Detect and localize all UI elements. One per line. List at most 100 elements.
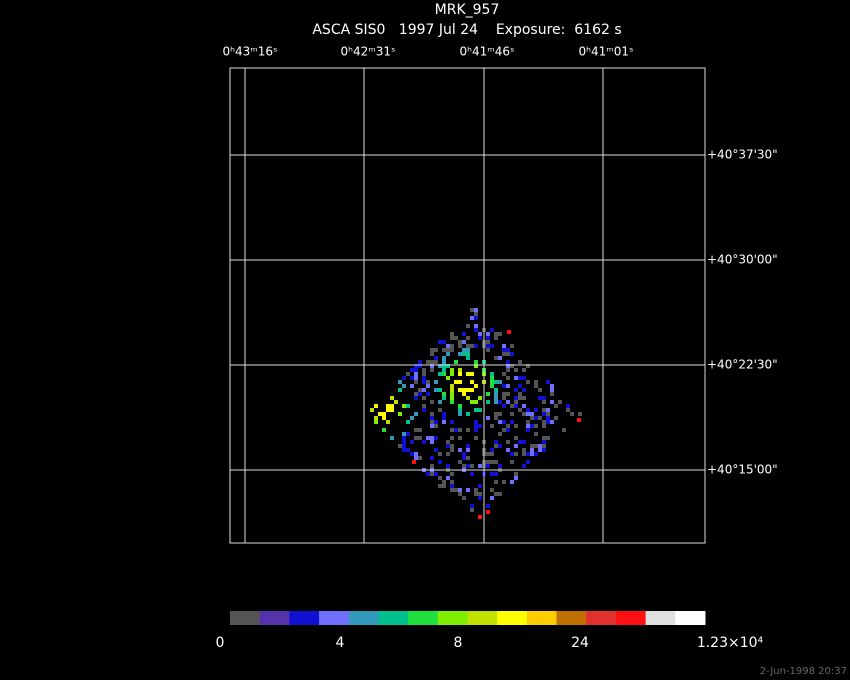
pixel: [522, 376, 526, 380]
pixel: [442, 340, 446, 344]
pixel: [426, 472, 430, 476]
pixel: [374, 416, 378, 420]
pixel: [498, 464, 502, 468]
pixel: [466, 464, 470, 468]
pixel: [542, 436, 546, 440]
pixel: [386, 408, 390, 412]
pixel: [486, 416, 490, 420]
pixel: [542, 424, 546, 428]
pixel: [534, 380, 538, 384]
pixel: [398, 388, 402, 392]
pixel: [382, 416, 386, 420]
pixel: [458, 488, 462, 492]
pixel: [398, 412, 402, 416]
pixel: [502, 420, 506, 424]
pixel: [442, 360, 446, 364]
pixel: [510, 364, 514, 368]
pixel: [474, 364, 478, 368]
pixel: [442, 420, 446, 424]
colorbar-swatch: [378, 611, 409, 625]
pixel: [374, 404, 378, 408]
pixel: [526, 412, 530, 416]
pixel: [458, 412, 462, 416]
pixel: [458, 448, 462, 452]
pixel: [390, 436, 394, 440]
pixel: [466, 352, 470, 356]
pixel: [378, 412, 382, 416]
pixel: [550, 420, 554, 424]
pixel: [454, 428, 458, 432]
pixel: [446, 464, 450, 468]
pixel: [434, 380, 438, 384]
pixel: [530, 416, 534, 420]
pixel: [486, 510, 490, 514]
pixel: [507, 330, 511, 334]
pixel: [458, 408, 462, 412]
pixel: [502, 384, 506, 388]
pixel: [434, 448, 438, 452]
pixel: [422, 404, 426, 408]
pixel: [410, 452, 414, 456]
pixel: [430, 472, 434, 476]
pixel: [474, 324, 478, 328]
pixel: [410, 440, 414, 444]
pixel: [546, 412, 550, 416]
colorbar-swatch: [615, 611, 647, 625]
pixel: [418, 364, 422, 368]
pixel: [478, 484, 482, 488]
pixel: [494, 392, 498, 396]
pixel: [518, 376, 522, 380]
pixel: [478, 492, 482, 496]
pixel: [510, 420, 514, 424]
ra-label: 0ʰ42ᵐ31ˢ: [341, 45, 396, 59]
pixel: [426, 360, 430, 364]
pixel: [542, 448, 546, 452]
pixel: [434, 388, 438, 392]
pixel: [426, 384, 430, 388]
pixel: [430, 364, 434, 368]
pixel: [418, 428, 422, 432]
pixel: [434, 424, 438, 428]
pixel: [450, 484, 454, 488]
pixel: [454, 380, 458, 384]
pixel: [414, 452, 418, 456]
pixel: [442, 484, 446, 488]
pixel: [446, 344, 450, 348]
pixel: [458, 492, 462, 496]
pixel: [490, 380, 494, 384]
pixel: [474, 492, 478, 496]
pixel: [514, 396, 518, 400]
grid: [230, 68, 705, 543]
pixel: [522, 448, 526, 452]
pixel: [510, 480, 514, 484]
pixel: [490, 460, 494, 464]
pixel: [434, 472, 438, 476]
pixel: [462, 452, 466, 456]
pixel: [458, 428, 462, 432]
pixel: [470, 508, 474, 512]
pixel: [414, 380, 418, 384]
pixel: [478, 464, 482, 468]
pixel: [450, 472, 454, 476]
pixel: [418, 392, 422, 396]
pixel: [546, 436, 550, 440]
pixel: [506, 392, 510, 396]
pixel: [462, 332, 466, 336]
pixel: [494, 356, 498, 360]
pixel: [414, 372, 418, 376]
pixel: [502, 348, 506, 352]
pixel: [538, 388, 542, 392]
dec-label: +40°30'00": [707, 253, 778, 267]
pixel: [442, 416, 446, 420]
pixel: [450, 388, 454, 392]
pixel: [462, 388, 466, 392]
image: [370, 308, 582, 519]
pixel: [438, 476, 442, 480]
timestamp: 2-Jun-1998 20:37: [760, 666, 847, 677]
pixel: [522, 464, 526, 468]
pixel: [502, 396, 506, 400]
pixel: [390, 396, 394, 400]
pixel: [462, 464, 466, 468]
pixel: [546, 420, 550, 424]
pixel: [462, 352, 466, 356]
